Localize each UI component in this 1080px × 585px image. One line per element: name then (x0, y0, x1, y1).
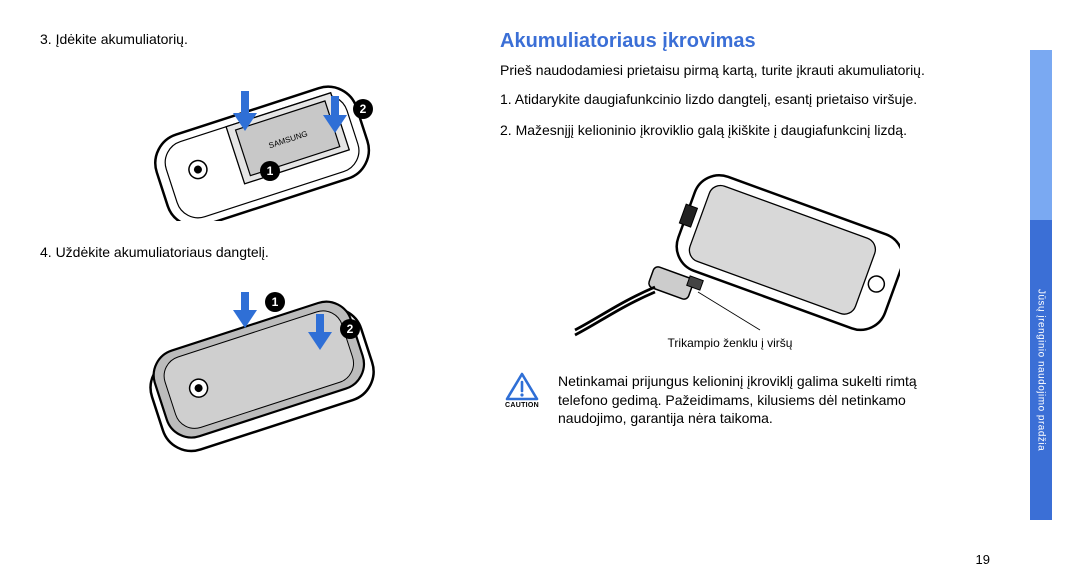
lead-text: Prieš naudodamiesi prietaisu pirmą kartą… (500, 61, 960, 80)
manual-page: 3. Įdėkite akumuliatorių. SAMSUNG (0, 0, 1080, 585)
svg-text:2: 2 (360, 102, 367, 116)
phone-charger-svg (560, 152, 900, 342)
illustration-cover-close: 1 2 (40, 274, 470, 454)
illustration-charger: Trikampio ženklu į viršų (500, 152, 960, 350)
svg-text:1: 1 (272, 295, 279, 309)
page-number: 19 (976, 552, 990, 567)
caution-block: CAUTION Netinkamai prijungus kelioninį į… (500, 372, 960, 429)
left-column: 3. Įdėkite akumuliatorių. SAMSUNG (40, 30, 500, 555)
phone-cover-svg: 1 2 (105, 274, 405, 454)
step-4-text: 4. Uždėkite akumuliatoriaus dangtelį. (40, 243, 470, 262)
side-tab-dark: Jūsų įrenginio naudojimo pradžia (1030, 220, 1052, 520)
charger-caption: Trikampio ženklu į viršų (500, 336, 960, 350)
section-heading: Akumuliatoriaus įkrovimas (500, 30, 960, 53)
illustration-battery-insert: SAMSUNG 1 (40, 61, 470, 221)
side-tab-label: Jūsų įrenginio naudojimo pradžia (1036, 289, 1047, 451)
caution-label: CAUTION (505, 402, 539, 409)
caution-icon: CAUTION (500, 372, 544, 429)
svg-text:1: 1 (267, 164, 274, 178)
step-1-text: 1. Atidarykite daugiafunkcinio lizdo dan… (500, 90, 960, 109)
step-3-text: 3. Įdėkite akumuliatorių. (40, 30, 470, 49)
caution-text: Netinkamai prijungus kelioninį įkroviklį… (558, 372, 960, 429)
right-column: Akumuliatoriaus įkrovimas Prieš naudodam… (500, 30, 1020, 555)
svg-text:2: 2 (347, 322, 354, 336)
phone-battery-svg: SAMSUNG 1 (105, 61, 405, 221)
step-2-text: 2. Mažesnįjį kelioninio įkroviklio galą … (500, 121, 960, 140)
